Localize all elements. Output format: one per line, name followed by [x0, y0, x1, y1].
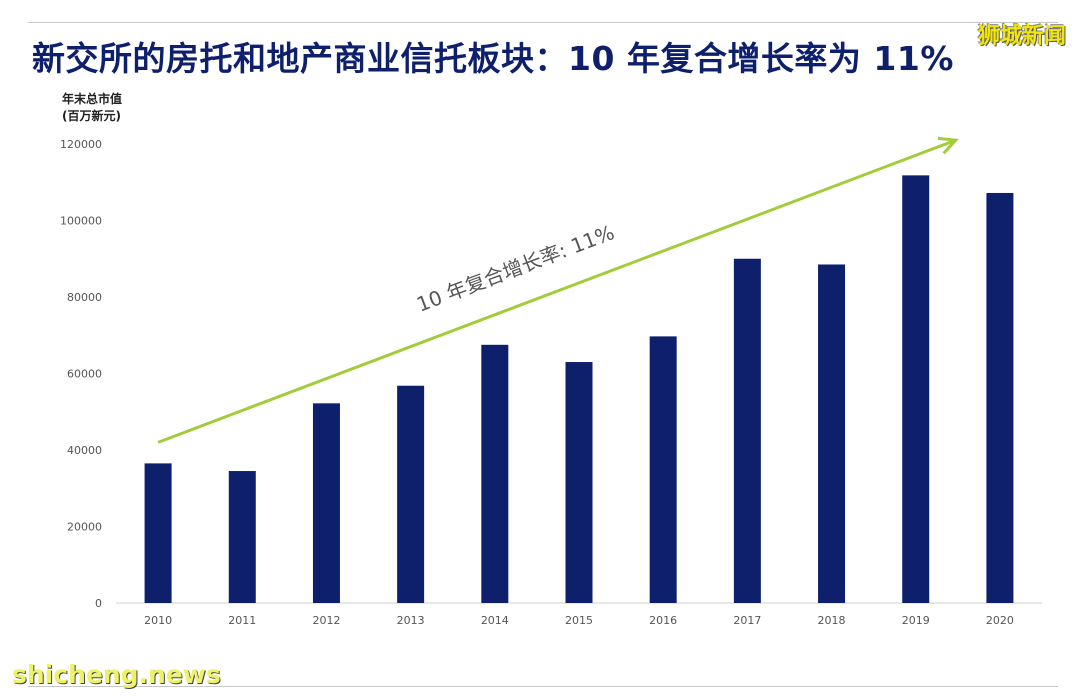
- top-divider: [28, 22, 1058, 23]
- bar: [228, 471, 256, 603]
- x-tick-label: 2017: [733, 614, 761, 627]
- bar: [649, 336, 677, 603]
- y-axis-label-line2: (百万新元): [62, 109, 121, 123]
- bar: [397, 385, 425, 603]
- x-tick-label: 2016: [649, 614, 677, 627]
- x-tick-label: 2010: [144, 614, 172, 627]
- y-tick-label: 20000: [67, 521, 102, 534]
- bar: [818, 264, 846, 603]
- x-tick-label: 2018: [818, 614, 846, 627]
- bottom-divider: [28, 686, 1058, 687]
- bar: [312, 403, 340, 603]
- y-tick-label: 40000: [67, 444, 102, 457]
- x-tick-label: 2014: [481, 614, 509, 627]
- bar: [481, 344, 509, 603]
- y-tick-label: 80000: [67, 291, 102, 304]
- x-tick-label: 2013: [397, 614, 425, 627]
- watermark-top-right: 狮城新闻: [977, 24, 1066, 49]
- x-tick-label: 2015: [565, 614, 593, 627]
- y-tick-label: 0: [95, 597, 102, 610]
- bar: [144, 463, 172, 603]
- page-title: 新交所的房托和地产商业信托板块：10 年复合增长率为 11%: [32, 39, 954, 78]
- x-tick-label: 2020: [986, 614, 1014, 627]
- bar: [733, 258, 761, 603]
- y-tick-label: 100000: [60, 215, 102, 228]
- trend-arrow-head: [937, 136, 959, 155]
- y-tick-label: 120000: [60, 138, 102, 151]
- bar: [986, 192, 1014, 603]
- y-axis-label-line1: 年末总市值: [62, 92, 123, 106]
- x-tick-label: 2019: [902, 614, 930, 627]
- x-tick-label: 2011: [228, 614, 256, 627]
- trend-arrow-line: [157, 138, 957, 444]
- growth-annotation: 10 年复合增长率: 11%: [413, 220, 617, 317]
- bar: [902, 175, 930, 604]
- y-tick-label: 60000: [67, 368, 102, 381]
- bar: [565, 362, 593, 603]
- watermark-bottom-left: shicheng.news: [12, 660, 221, 689]
- y-axis-label: 年末总市值 (百万新元): [62, 91, 122, 125]
- x-tick-label: 2012: [312, 614, 340, 627]
